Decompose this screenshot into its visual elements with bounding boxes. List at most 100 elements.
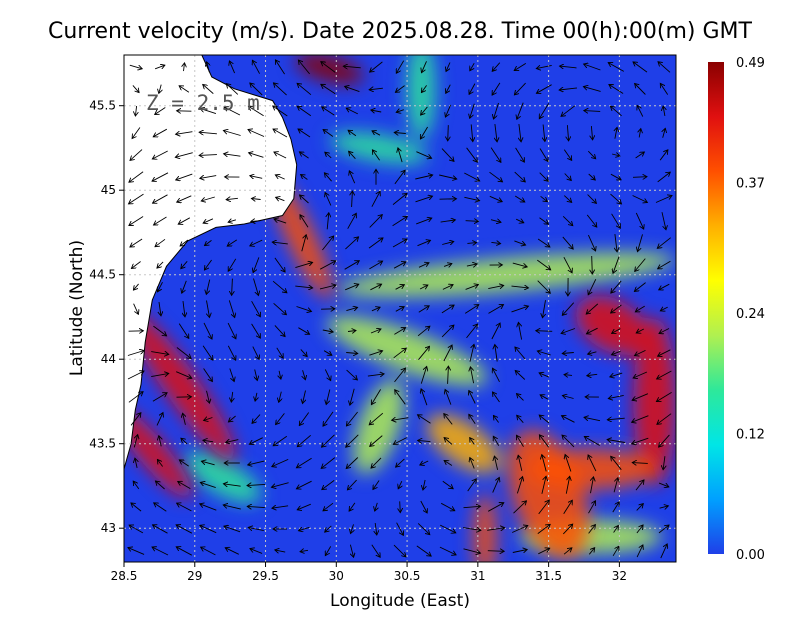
velocity-arrow-109 [226,440,239,443]
velocity-arrow-78 [204,259,212,270]
velocity-arrow-233 [372,131,381,136]
high-speed-region-7 [427,414,501,474]
velocity-arrow-158 [272,506,289,508]
velocity-arrow-266 [393,348,407,359]
velocity-arrow-100 [227,239,238,246]
plot-area [124,55,676,562]
velocity-arrow-306 [440,220,456,222]
velocity-arrow-270 [393,437,407,445]
velocity-arrow-458 [588,525,596,534]
velocity-arrow-500 [632,437,649,444]
velocity-arrow-240 [370,284,381,291]
velocity-arrow-390 [512,550,527,553]
velocity-arrow-83 [203,368,213,382]
velocity-arrow-524 [663,456,665,470]
velocity-arrow-17 [133,435,137,448]
velocity-arrow-341 [467,479,477,492]
velocity-arrow-374 [514,195,525,202]
velocity-arrow-73 [199,155,217,156]
velocity-arrow-74 [200,176,217,179]
velocity-arrow-349 [490,147,501,163]
velocity-arrow-170 [295,262,312,269]
velocity-arrow-264 [395,307,404,312]
velocity-arrow-15 [128,392,143,403]
velocity-arrow-193 [319,261,336,270]
velocity-arrow-245 [371,389,381,404]
velocity-arrow-123 [250,239,263,246]
velocity-arrow-490 [635,212,643,229]
velocity-arrow-89 [200,504,217,511]
velocity-arrow-203 [322,480,335,489]
velocity-arrow-142 [274,152,287,159]
velocity-arrow-340 [470,458,475,469]
velocity-arrow-347 [494,102,499,119]
velocity-arrow-465 [610,173,621,180]
velocity-arrow-194 [319,285,336,290]
velocity-arrow-421 [562,215,573,225]
velocity-arrow-221 [346,369,358,380]
velocity-arrow-409 [542,455,547,472]
velocity-arrow-329 [465,221,479,222]
velocity-arrow-36 [151,352,169,355]
velocity-arrow-516 [659,283,670,290]
velocity-arrow-204 [323,502,334,511]
velocity-arrow-108 [228,415,236,422]
velocity-arrow-442 [588,173,596,180]
velocity-arrow-273 [400,501,401,512]
velocity-arrow-49 [176,132,193,135]
velocity-arrow-472 [612,328,621,334]
velocity-arrow-258 [394,170,405,185]
velocity-arrow-435 [562,524,572,535]
velocity-arrow-445 [587,234,595,251]
velocity-arrow-342 [463,506,481,507]
velocity-arrow-282 [415,196,433,203]
colorbar-tick-label-1: 0.12 [736,428,765,443]
velocity-arrow-355 [488,285,503,290]
velocity-arrow-437 [584,64,601,71]
velocity-arrow-480 [612,502,619,513]
velocity-arrow-202 [321,457,336,469]
velocity-arrow-515 [658,260,671,269]
velocity-arrow-430 [562,416,575,423]
velocity-arrow-358 [495,345,497,362]
colorbar-ticks: 0.00 0.12 0.24 0.37 0.49 [736,56,765,563]
velocity-arrow-0 [129,64,142,69]
velocity-arrow-373 [514,171,526,182]
velocity-arrow-436 [563,548,572,555]
velocity-arrow-518 [659,328,670,334]
velocity-arrow-379 [511,306,529,313]
velocity-arrow-22 [128,548,145,555]
velocity-arrow-361 [493,416,499,423]
velocity-arrow-24 [159,84,161,94]
x-tick-label-0: 28.5 [111,569,138,583]
velocity-arrow-105 [227,345,235,360]
velocity-arrow-314 [445,389,452,405]
velocity-arrow-289 [418,346,430,360]
velocity-arrow-226 [347,479,357,490]
velocity-arrow-40 [159,436,161,447]
velocity-arrow-461 [609,85,624,94]
velocity-arrow-346 [492,82,501,95]
velocity-arrow-505 [636,545,643,558]
velocity-arrow-425 [562,302,575,316]
velocity-arrow-455 [588,455,597,472]
velocity-arrow-173 [298,327,309,335]
velocity-arrow-366 [487,528,505,531]
velocity-arrow-439 [584,111,601,112]
velocity-arrow-297 [417,523,430,534]
velocity-arrow-416 [561,105,576,117]
velocity-arrow-485 [637,105,644,117]
velocity-arrow-7 [129,216,144,226]
velocity-arrow-489 [632,195,648,203]
velocity-arrow-215 [345,237,358,250]
velocity-arrow-160 [275,550,286,552]
velocity-arrow-103 [228,300,234,317]
velocity-arrow-261 [392,239,407,248]
velocity-arrow-473 [612,351,621,355]
velocity-arrow-214 [347,213,357,229]
velocity-arrow-84 [207,390,210,403]
speed-band-3 [329,132,428,164]
velocity-arrow-63 [181,438,188,445]
velocity-arrow-145 [274,219,287,224]
velocity-arrow-176 [303,390,306,404]
